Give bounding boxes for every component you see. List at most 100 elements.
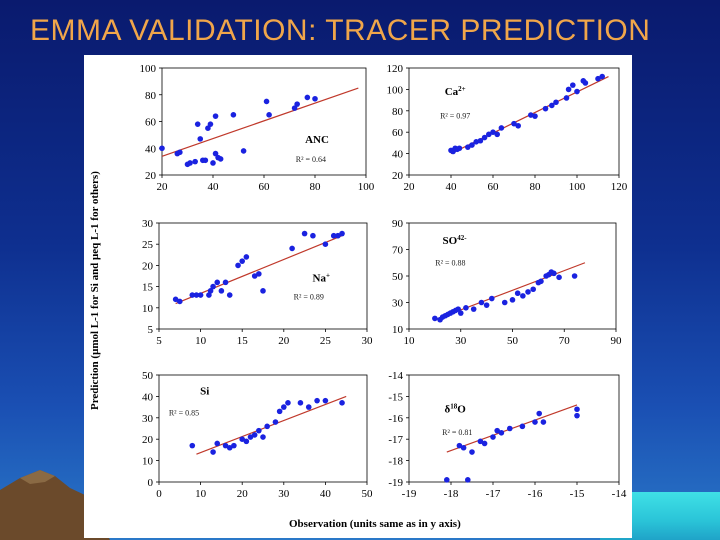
x-tick-label: 10 xyxy=(195,488,207,500)
x-tick-label: 20 xyxy=(237,488,249,500)
y-tick-label: 10 xyxy=(392,324,404,336)
x-axis-title: Observation (units same as in y axis) xyxy=(289,518,461,530)
data-point xyxy=(304,94,311,101)
data-point xyxy=(214,440,221,447)
data-point xyxy=(266,112,272,118)
y-tick-label: -17 xyxy=(388,434,403,446)
data-point xyxy=(230,112,237,118)
data-point xyxy=(540,419,547,425)
data-point xyxy=(197,292,204,298)
data-point xyxy=(272,419,279,425)
data-point xyxy=(260,288,266,294)
r2-annotation: R² = 0.97 xyxy=(440,111,470,120)
y-tick-label: 50 xyxy=(142,370,154,382)
x-tick-label: -14 xyxy=(612,488,627,500)
data-point xyxy=(549,102,555,109)
data-point xyxy=(226,292,233,298)
x-tick-label: -17 xyxy=(486,488,501,500)
mountain-decoration xyxy=(0,470,110,540)
data-point xyxy=(305,404,312,410)
data-point xyxy=(595,75,601,82)
data-point xyxy=(490,434,496,440)
data-point xyxy=(210,283,216,290)
data-point xyxy=(243,438,250,445)
data-point xyxy=(240,148,247,154)
data-point xyxy=(177,149,183,156)
y-tick-label: 20 xyxy=(142,434,154,446)
data-point xyxy=(214,279,221,286)
data-point xyxy=(301,230,308,237)
data-point xyxy=(520,293,526,299)
data-point xyxy=(256,427,262,434)
data-point xyxy=(322,397,329,404)
data-point xyxy=(536,410,542,417)
y-tick-label: 10 xyxy=(142,456,154,468)
x-tick-label: 50 xyxy=(362,488,374,500)
y-tick-label: 15 xyxy=(142,282,154,294)
data-point xyxy=(291,105,298,111)
fit-line xyxy=(175,235,343,305)
y-axis-title: Prediction (μmol L-1 for Si and μeq L-1 … xyxy=(89,171,101,410)
y-tick-label: 100 xyxy=(387,84,404,96)
y-tick-label: -19 xyxy=(388,477,403,489)
data-point xyxy=(444,477,450,483)
data-point xyxy=(563,95,570,101)
data-point xyxy=(217,156,224,162)
y-tick-label: 20 xyxy=(145,170,157,182)
data-point xyxy=(263,98,270,105)
x-tick-label: 100 xyxy=(358,181,375,193)
data-point xyxy=(515,122,521,129)
y-tick-label: 80 xyxy=(392,106,404,118)
data-point xyxy=(457,310,464,316)
data-point xyxy=(478,299,485,306)
x-tick-label: 10 xyxy=(404,335,416,347)
data-point xyxy=(571,273,578,279)
data-point xyxy=(470,306,477,312)
data-point xyxy=(339,230,345,237)
data-point xyxy=(514,290,521,297)
y-tick-label: 60 xyxy=(392,127,404,139)
data-point xyxy=(477,438,484,445)
figure-canvas: Prediction (μmol L-1 for Si and μeq L-1 … xyxy=(89,63,628,530)
data-point xyxy=(312,95,318,102)
data-point xyxy=(239,436,245,443)
fit-line xyxy=(161,87,359,157)
data-point xyxy=(212,113,219,119)
data-point xyxy=(205,125,211,131)
data-point xyxy=(202,157,209,164)
data-point xyxy=(339,400,345,406)
data-point xyxy=(486,131,492,138)
data-point xyxy=(473,139,480,145)
data-point xyxy=(330,232,337,239)
data-point xyxy=(432,315,438,322)
data-point xyxy=(335,232,341,239)
data-point xyxy=(465,144,471,150)
data-point xyxy=(189,442,196,449)
data-point xyxy=(553,99,559,106)
data-point xyxy=(159,145,165,152)
x-tick-label: 80 xyxy=(530,181,542,193)
data-point xyxy=(285,400,291,406)
y-tick-label: 30 xyxy=(142,218,154,230)
data-point xyxy=(469,449,475,455)
data-point xyxy=(297,400,304,406)
data-point xyxy=(477,137,484,144)
data-point xyxy=(456,145,463,152)
y-tick-label: 40 xyxy=(392,149,404,161)
data-point xyxy=(456,442,463,449)
plot-frame xyxy=(158,374,368,483)
data-point xyxy=(231,442,237,449)
tracer-label: Ca2+ xyxy=(445,85,466,98)
x-tick-label: 30 xyxy=(278,488,290,500)
y-tick-label: 90 xyxy=(392,218,404,230)
data-point xyxy=(310,232,316,239)
y-tick-label: -14 xyxy=(388,370,403,382)
data-point xyxy=(260,434,266,440)
data-point xyxy=(519,423,526,430)
data-point xyxy=(206,292,212,298)
panel-d18O: -19 -18 -17 -16 -15 -14 -19 -18 -17 -16 -15 -14 δ18O… xyxy=(388,370,626,500)
data-point xyxy=(465,477,471,483)
data-point xyxy=(532,419,538,425)
data-point xyxy=(172,296,179,303)
panel-Si: 0 10 20 30 40 50 0 10 20 30 40 50 Si R² = 0.85 xyxy=(142,370,373,500)
